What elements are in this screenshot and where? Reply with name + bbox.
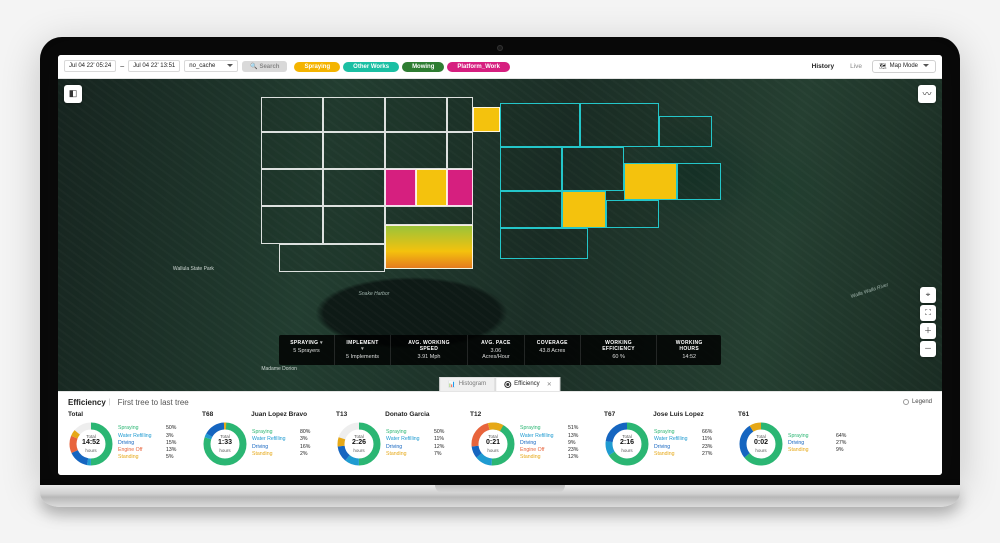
stat-implement[interactable]: IMPLEMENT ▾5 Implements [335, 335, 391, 365]
efficiency-card[interactable]: TotalTotal14:52hoursSpraying50%Water Ref… [68, 411, 196, 467]
filter-pill-platform_work[interactable]: Platform_Work [447, 62, 510, 72]
history-tab[interactable]: History [806, 61, 840, 72]
zoom-out-icon[interactable]: － [920, 341, 936, 357]
screen-bezel: Jul 04 22' 05:24 – Jul 04 22' 13:51 no_c… [40, 37, 960, 485]
stats-bar: SPRAYING ▾5 SprayersIMPLEMENT ▾5 Impleme… [279, 335, 721, 365]
stat-spraying[interactable]: SPRAYING ▾5 Sprayers [279, 335, 335, 365]
live-tab[interactable]: Live [844, 61, 868, 72]
locate-icon[interactable]: ⌖ [920, 287, 936, 303]
map-label-river: Snake Harbor [359, 291, 390, 297]
panel-title: Efficiency [68, 398, 106, 407]
map-bottom-tabs: 📊 Histogram Efficiency ✕ [439, 377, 560, 391]
camera-dot [497, 45, 503, 51]
date-from-input[interactable]: Jul 04 22' 05:24 [64, 60, 116, 72]
filter-pill-other-works[interactable]: Other Works [343, 62, 399, 72]
map-label-madame: Madame Dorion [261, 366, 297, 372]
stat-avg-pace: AVG. PACE3.06 Acres/Hour [468, 335, 525, 365]
map-area[interactable]: ◧ 〰 [58, 79, 942, 391]
stat-avg-working-speed: AVG. WORKING SPEED3.91 Mph [391, 335, 468, 365]
zoom-in-icon[interactable]: ＋ [920, 323, 936, 339]
tab-efficiency[interactable]: Efficiency ✕ [495, 377, 561, 391]
efficiency-card[interactable]: T68 Juan Lopez BravoTotal1:33hoursSprayi… [202, 411, 330, 467]
date-to-input[interactable]: Jul 04 22' 13:51 [128, 60, 180, 72]
filter-pill-spraying[interactable]: Spraying [294, 62, 340, 72]
efficiency-card[interactable]: T61Total0:02hoursSpraying64%Driving27%St… [738, 411, 866, 467]
app-screen: Jul 04 22' 05:24 – Jul 04 22' 13:51 no_c… [58, 55, 942, 475]
fullscreen-icon[interactable]: ⛶ [920, 305, 936, 321]
legend-toggle[interactable]: Legend [903, 399, 932, 405]
stat-working-hours: WORKING HOURS14:52 [657, 335, 721, 365]
filter-pill-mowing[interactable]: Mowing [402, 62, 444, 72]
cache-select[interactable]: no_cache [184, 60, 238, 72]
laptop-base [40, 485, 960, 507]
stat-working-efficiency: WORKING EFFICIENCY60 % [581, 335, 658, 365]
search-button[interactable]: 🔍 Search [242, 61, 287, 72]
efficiency-card[interactable]: T13 Donato GarciaTotal2:26hoursSpraying5… [336, 411, 464, 467]
date-range-sep: – [120, 63, 124, 70]
map-label-park: Wallula State Park [173, 266, 214, 272]
efficiency-card[interactable]: T67 Jose Luis LopezTotal2:16hoursSprayin… [604, 411, 732, 467]
efficiency-panel: Efficiency | First tree to last tree Leg… [58, 391, 942, 475]
efficiency-cards: TotalTotal14:52hoursSpraying50%Water Ref… [68, 411, 932, 467]
laptop-frame: Jul 04 22' 05:24 – Jul 04 22' 13:51 no_c… [40, 37, 960, 507]
tab-histogram[interactable]: 📊 Histogram [439, 377, 495, 391]
map-controls: ⌖ ⛶ ＋ － [920, 287, 936, 357]
map-mode-select[interactable]: 🗺 Map Mode [872, 60, 936, 73]
efficiency-card[interactable]: T12Total0:21hoursSpraying51%Water Refill… [470, 411, 598, 467]
top-toolbar: Jul 04 22' 05:24 – Jul 04 22' 13:51 no_c… [58, 55, 942, 79]
stat-coverage: COVERAGE43.8 Acres [525, 335, 581, 365]
panel-subtitle: First tree to last tree [118, 398, 189, 407]
